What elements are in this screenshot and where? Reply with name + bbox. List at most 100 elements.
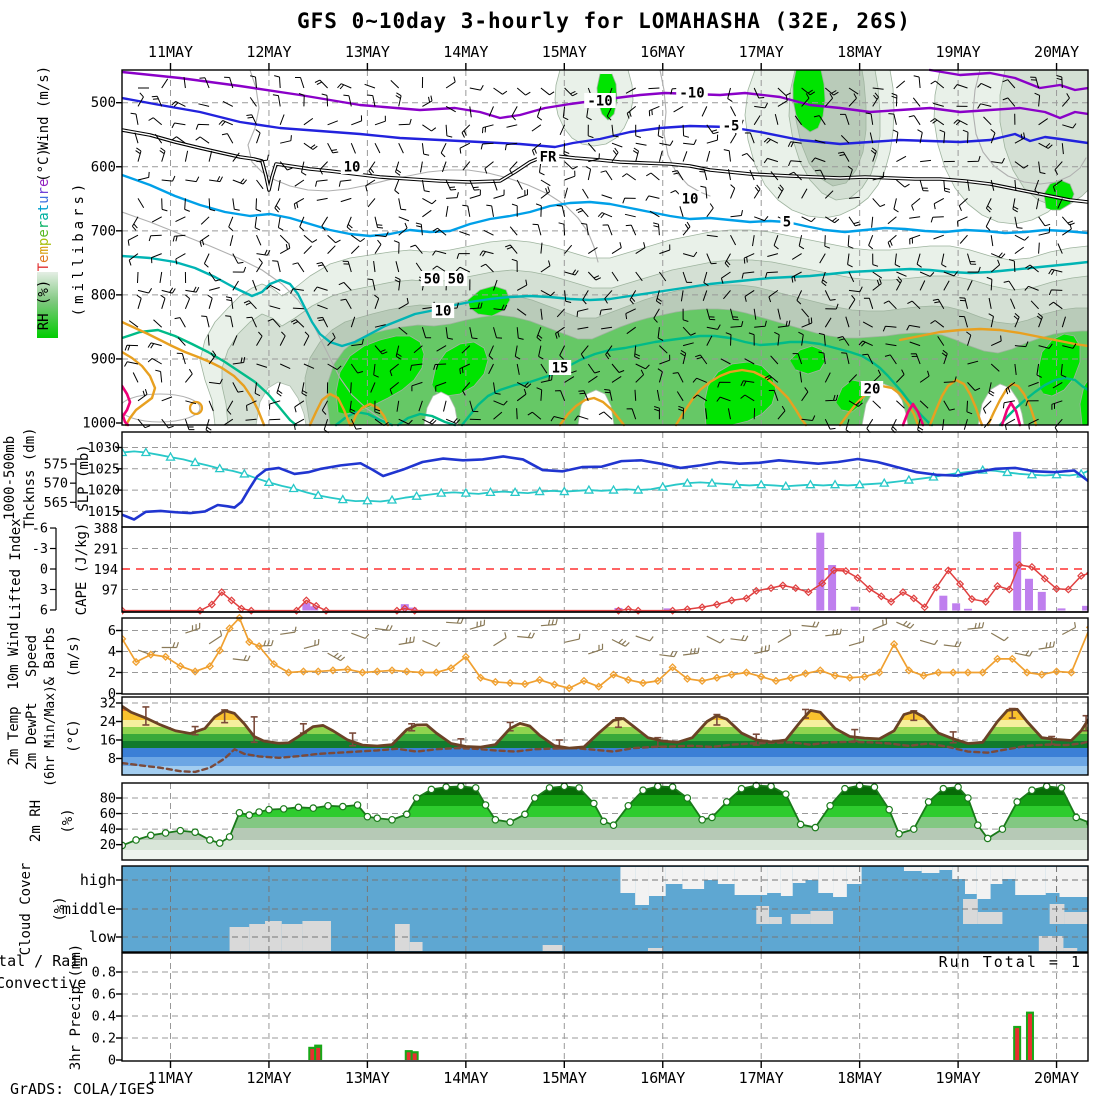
- wind-axis-label1: 10m Wind: [6, 622, 22, 689]
- precip-tick: 0.2: [92, 1031, 116, 1047]
- pressure-tick: 900: [91, 351, 116, 367]
- cloud-level-tick: high: [80, 871, 116, 889]
- panel-li-cape: -6 -3 0 3 6 388 291 194 97 Lifted Index CAPE (J/kg…: [8, 518, 1089, 620]
- temp-axis-label2: 2m DewPt: [24, 702, 40, 769]
- contour-label: 50: [448, 272, 465, 288]
- temp-series: [122, 705, 1088, 775]
- li-tick: 3: [40, 582, 48, 598]
- contour-label: 50: [424, 272, 441, 288]
- contour-label: 20: [864, 382, 881, 398]
- wind-axis-unit: (m/s): [66, 635, 82, 677]
- wind-tick: 0: [108, 686, 116, 702]
- panel-precip: 0.8 0.6 0.4 0.2 0 3hr Precip (mm)Total / Rain…: [0, 944, 1089, 1070]
- contour-label: 10: [344, 160, 361, 176]
- date-label-top: 15MAY: [542, 43, 587, 61]
- panel-wind10m: 6 4 2 0 10m Wind Speed & Barbs (m/s): [6, 611, 1089, 702]
- date-label-bottom: 17MAY: [739, 1069, 784, 1087]
- wind-tick: 6: [108, 623, 116, 639]
- contour-label: -10: [679, 86, 704, 102]
- thickness-axis-label: 1000-500mb: [2, 436, 18, 520]
- wind-axis-label3: & Barbs: [42, 626, 58, 685]
- date-label-bottom: 15MAY: [542, 1069, 587, 1087]
- precip-conv-label: Convective: [0, 974, 86, 992]
- temp-tick: 32: [100, 696, 116, 712]
- rh-tick: 60: [100, 806, 116, 822]
- upper-left-labels: Wind (m/s)(°C) RH (%) Temperature: [36, 66, 58, 338]
- temperature-rainbow-label: Temperature: [36, 179, 52, 272]
- panel-temp-dew: 32 24 16 8 2m Temp 2m DewPt (6hr Min/Max) (°C): [6, 685, 1089, 787]
- thickness-tick: 575: [44, 457, 68, 473]
- date-label-bottom: 20MAY: [1034, 1069, 1079, 1087]
- contour-label: 5: [783, 215, 791, 231]
- li-tick: -3: [32, 541, 48, 557]
- precip-tick: 0.6: [92, 987, 116, 1003]
- date-label-bottom: 13MAY: [345, 1069, 390, 1087]
- cape-tick: 97: [102, 582, 118, 598]
- temp-tick: 24: [100, 714, 116, 730]
- li-tick: 0: [40, 562, 48, 578]
- temp-axis-label3: (6hr Min/Max): [43, 685, 58, 787]
- cape-axis-label: CAPE (J/kg): [74, 523, 90, 616]
- rh-label: RH (%): [36, 280, 52, 331]
- cloud-level-tick: low: [89, 928, 117, 946]
- wind-units-label: Wind (m/s): [36, 66, 52, 150]
- date-label-bottom: 18MAY: [837, 1069, 882, 1087]
- li-axis-label: Lifted Index: [8, 518, 24, 619]
- precip-tick: 0.8: [92, 965, 116, 981]
- thickness-tick: 565: [44, 495, 68, 511]
- rh-series: [122, 781, 1088, 860]
- temp-tick: 8: [108, 751, 116, 767]
- upper-wind-barbs: [124, 75, 1077, 434]
- rh-axis-label: 2m RH: [28, 800, 44, 842]
- precip-tick: 0.4: [92, 1009, 116, 1025]
- wind-axis-label2: Speed: [24, 635, 40, 677]
- cloud-axis-unit: (%): [52, 896, 68, 921]
- precip-axis-label: 3hr Precip (mm): [68, 944, 84, 1070]
- date-label-bottom: 11MAY: [148, 1069, 193, 1087]
- precip-total-label: Total / Rain: [0, 952, 88, 970]
- li-tick: 6: [40, 602, 48, 618]
- contour-label: -10: [587, 94, 612, 110]
- pressure-tick: 700: [91, 223, 116, 239]
- millibars-axis-label: (millibars): [71, 180, 87, 317]
- cloud-level-tick: middle: [62, 900, 116, 918]
- cape-tick: 194: [94, 562, 118, 578]
- page-title: GFS 0~10day 3-hourly for LOMAHASHA (32E,…: [297, 9, 911, 33]
- date-label-top: 18MAY: [837, 43, 882, 61]
- cape-tick: 388: [94, 521, 118, 537]
- wind-tick: 4: [108, 644, 116, 660]
- date-label-top: 20MAY: [1034, 43, 1079, 61]
- date-label-bottom: 12MAY: [246, 1069, 291, 1087]
- rh-tick: 20: [100, 837, 116, 853]
- cloud-bars: [122, 866, 1088, 952]
- temp-axis-label1: 2m Temp: [6, 706, 22, 765]
- contour-label: 10: [435, 304, 452, 320]
- pressure-tick: 1000: [82, 416, 116, 432]
- panel-cloud-cover: high middle low Cloud Cover (%): [18, 863, 1089, 956]
- slp-tick: 1015: [87, 504, 120, 520]
- cape-tick: 291: [94, 541, 118, 557]
- date-label-bottom: 19MAY: [936, 1069, 981, 1087]
- contour-label: 15: [552, 361, 569, 377]
- temp-tick: 16: [100, 733, 116, 749]
- thickness-tick: 570: [44, 476, 68, 492]
- run-total-label: Run Total = 1: [939, 953, 1082, 971]
- cloud-axis-label: Cloud Cover: [18, 863, 34, 956]
- wind-series: [122, 613, 1088, 693]
- rh-legend-swatch: [37, 272, 58, 338]
- date-label-bottom: 14MAY: [443, 1069, 488, 1087]
- slp-tick: 1025: [87, 461, 120, 477]
- contour-label: 10: [682, 192, 699, 208]
- date-label-top: 16MAY: [640, 43, 685, 61]
- contour-label: FR: [540, 150, 557, 166]
- rh-axis-unit: (%): [60, 808, 76, 833]
- panel-upper-air: -10 -10 -5 FR 5 10 15 20 10 10 50 50 500 600 700 800 900…: [71, 63, 1089, 434]
- thickness-axis-label2: Thcknss (dm): [22, 427, 38, 528]
- date-label-top: 13MAY: [345, 43, 390, 61]
- temp-axis-unit: (°C): [66, 719, 82, 753]
- date-label-top: 14MAY: [443, 43, 488, 61]
- panel-slp-thickness: 1030 1025 1020 1015 575 570 565 SLP (mb) 1000-50…: [2, 427, 1089, 529]
